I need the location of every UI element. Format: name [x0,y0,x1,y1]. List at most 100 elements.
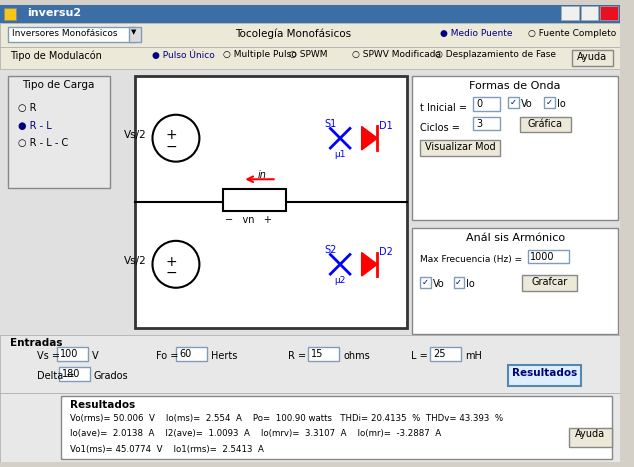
Text: 180: 180 [61,369,80,379]
FancyBboxPatch shape [522,275,577,290]
Text: S2: S2 [325,245,337,255]
Text: D1: D1 [379,120,393,131]
Text: ● R - L: ● R - L [18,120,51,131]
Text: in: in [258,170,267,180]
Text: Vo(rms)= 50.006  V    Io(ms)=  2.554  A    Po=  100.90 watts   THDi= 20.4135  % : Vo(rms)= 50.006 V Io(ms)= 2.554 A Po= 10… [70,414,503,423]
Text: mH: mH [465,351,482,361]
Text: ○ SPWM: ○ SPWM [289,50,328,59]
Circle shape [153,115,200,162]
Text: Resultados: Resultados [70,400,136,410]
Text: 15: 15 [311,349,323,359]
Text: 100: 100 [60,349,78,359]
Text: 3: 3 [476,119,482,128]
FancyBboxPatch shape [420,140,500,156]
Text: Ayuda: Ayuda [575,430,605,439]
Text: Ciclos =: Ciclos = [420,122,460,133]
FancyBboxPatch shape [545,97,555,108]
FancyBboxPatch shape [508,97,519,108]
FancyBboxPatch shape [0,69,619,335]
FancyBboxPatch shape [420,277,431,288]
Text: Visualizar Mod: Visualizar Mod [425,142,496,152]
Text: ○ SPWV Modificada: ○ SPWV Modificada [352,50,441,59]
FancyBboxPatch shape [600,6,618,20]
Text: Io: Io [557,99,566,109]
Text: ○ R - L - C: ○ R - L - C [18,138,68,148]
FancyBboxPatch shape [520,117,571,132]
FancyBboxPatch shape [413,76,618,220]
FancyBboxPatch shape [572,50,613,66]
Text: Vo: Vo [521,99,533,109]
Text: Formas de Onda: Formas de Onda [469,80,561,91]
Text: 1000: 1000 [530,252,554,262]
Text: ● Medio Puente: ● Medio Puente [440,28,512,38]
FancyBboxPatch shape [413,228,618,334]
Text: ✓: ✓ [421,278,429,287]
FancyBboxPatch shape [59,367,90,381]
Text: L =: L = [411,351,427,361]
Text: Vo: Vo [433,279,445,289]
FancyBboxPatch shape [0,5,619,23]
FancyBboxPatch shape [508,365,581,387]
FancyBboxPatch shape [4,8,16,20]
Text: ○ R: ○ R [18,103,36,113]
Text: 25: 25 [433,349,446,359]
Text: μ2: μ2 [334,276,346,285]
Text: μ1: μ1 [334,150,346,159]
Text: R =: R = [288,351,306,361]
FancyBboxPatch shape [308,347,339,361]
Text: 0: 0 [476,99,482,109]
Text: t Inicial =: t Inicial = [420,103,467,113]
FancyBboxPatch shape [223,189,287,211]
FancyBboxPatch shape [430,347,462,361]
Text: ● Pulso Único: ● Pulso Único [152,50,214,60]
FancyBboxPatch shape [176,347,207,361]
FancyBboxPatch shape [473,117,500,130]
Text: Vs/2: Vs/2 [124,256,146,267]
Text: ✓: ✓ [455,278,462,287]
Text: Tipo de Modulacón: Tipo de Modulacón [10,50,101,61]
FancyBboxPatch shape [569,427,612,447]
FancyBboxPatch shape [56,347,88,361]
Text: −: − [165,266,177,280]
Text: Herts: Herts [211,351,238,361]
Circle shape [153,241,200,288]
FancyBboxPatch shape [61,396,612,459]
FancyBboxPatch shape [8,76,110,188]
Text: +: + [165,128,177,142]
Text: D2: D2 [379,247,393,257]
Text: Gráfica: Gráfica [528,119,563,128]
Text: ✓: ✓ [545,98,552,107]
Text: inversu2: inversu2 [27,8,82,18]
Text: Tocolegía Monofásicos: Tocolegía Monofásicos [235,28,351,39]
Text: Grados: Grados [94,371,129,381]
Text: Tipo de Carga: Tipo de Carga [22,79,95,90]
Text: +: + [165,255,177,269]
Text: −: − [165,140,177,154]
Text: ✓: ✓ [509,98,516,107]
Polygon shape [361,127,377,150]
Text: Vs/2: Vs/2 [124,130,146,141]
Text: Max Frecuencia (Hz) =: Max Frecuencia (Hz) = [420,255,522,264]
FancyBboxPatch shape [8,27,135,42]
FancyBboxPatch shape [0,393,619,462]
FancyBboxPatch shape [453,277,464,288]
Text: Resultados: Resultados [512,368,577,378]
Polygon shape [361,253,377,276]
Text: 60: 60 [179,349,191,359]
FancyBboxPatch shape [0,23,619,47]
FancyBboxPatch shape [0,335,619,393]
Text: Entradas: Entradas [10,338,62,347]
Text: ○ Desplazamiento de Fase: ○ Desplazamiento de Fase [435,50,556,59]
Text: Vo1(ms)= 45.0774  V    Io1(rms)=  2.5413  A: Vo1(ms)= 45.0774 V Io1(rms)= 2.5413 A [70,445,264,454]
FancyBboxPatch shape [473,97,500,111]
Text: ○ Fuente Completo: ○ Fuente Completo [528,28,616,38]
Text: Io(ave)=  2.0138  A    I2(ave)=  1.0093  A    Io(mrv)=  3.3107  A    Io(mr)=  -3: Io(ave)= 2.0138 A I2(ave)= 1.0093 A Io(m… [70,430,441,439]
FancyBboxPatch shape [129,27,141,42]
Text: ▼: ▼ [131,28,136,35]
Text: Ayuda: Ayuda [578,52,607,62]
FancyBboxPatch shape [135,76,406,328]
Text: Vs =: Vs = [37,351,60,361]
Text: Delta =: Delta = [37,371,75,381]
Text: Fo =: Fo = [157,351,179,361]
Text: Io: Io [466,279,475,289]
